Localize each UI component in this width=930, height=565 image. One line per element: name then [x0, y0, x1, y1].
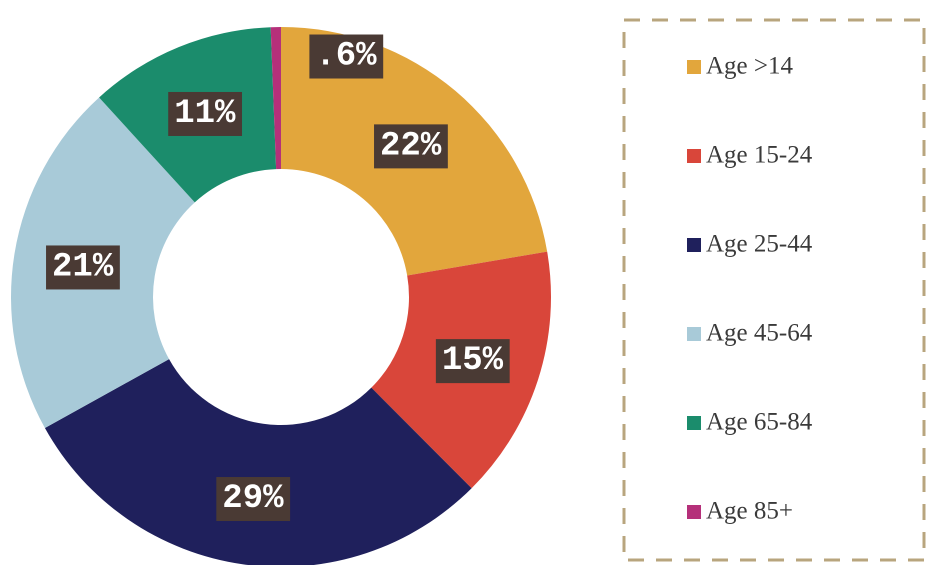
- data-label-box: [309, 34, 384, 79]
- data-label: 11%: [174, 95, 236, 133]
- data-label-box: [46, 245, 120, 290]
- data-label: 29%: [222, 480, 284, 518]
- legend-label: Age 85+: [706, 498, 793, 525]
- legend-swatch: [687, 238, 701, 252]
- data-label-box: [168, 91, 243, 136]
- donut-slice: [270, 27, 281, 170]
- legend-swatch: [687, 60, 701, 74]
- data-label-box: [374, 124, 448, 169]
- legend-label: Age 25-44: [706, 231, 813, 258]
- data-label: 21%: [52, 248, 114, 286]
- data-label: .6%: [315, 38, 377, 76]
- data-label: 22%: [380, 127, 442, 165]
- legend-swatch: [687, 327, 701, 341]
- legend-swatch: [687, 505, 701, 519]
- legend-label: Age 15-24: [706, 142, 813, 169]
- legend-swatch: [687, 416, 701, 430]
- legend-label: Age 65-84: [706, 409, 813, 436]
- legend-swatch: [687, 149, 701, 163]
- legend-box: [622, 18, 926, 562]
- data-label: 15%: [442, 342, 504, 380]
- data-label-box: [216, 477, 291, 522]
- data-label-box: [435, 339, 510, 384]
- donut-slice: [44, 359, 472, 565]
- legend-label: Age >14: [706, 53, 793, 80]
- legend-label: Age 45-64: [706, 320, 813, 347]
